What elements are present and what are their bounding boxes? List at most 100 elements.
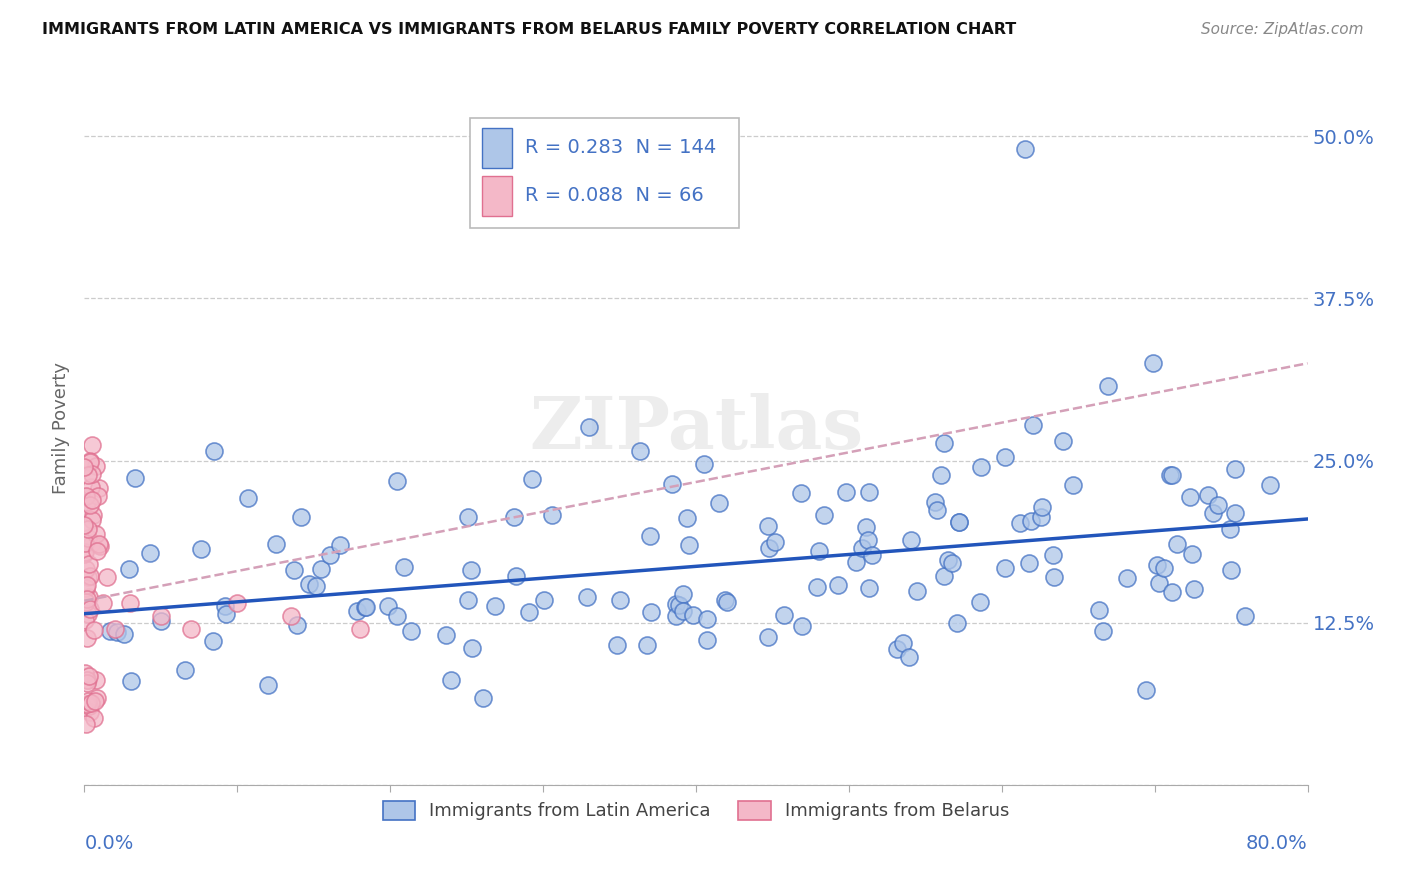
Point <box>266 537 288 551</box>
Point <box>970 460 993 475</box>
Point <box>124 471 146 485</box>
Point <box>1153 560 1175 574</box>
Point <box>399 624 422 639</box>
Point <box>924 495 946 509</box>
Point <box>139 546 162 560</box>
Point <box>835 485 858 500</box>
Point <box>1087 602 1109 616</box>
Point <box>283 563 305 577</box>
Point <box>319 548 342 562</box>
Point <box>75 594 97 608</box>
Point <box>120 674 142 689</box>
Point <box>434 628 457 642</box>
Y-axis label: Family Poverty: Family Poverty <box>52 362 70 494</box>
Point <box>898 649 921 664</box>
Point <box>329 538 352 552</box>
Point <box>79 706 101 720</box>
Point <box>609 593 631 607</box>
Point <box>77 607 100 621</box>
Point <box>533 592 555 607</box>
Point <box>709 496 731 510</box>
Point <box>1010 516 1032 531</box>
Point <box>80 480 103 494</box>
Point <box>77 673 100 688</box>
Point <box>173 663 195 677</box>
Point <box>1161 467 1184 482</box>
Point <box>1031 500 1053 514</box>
Point <box>309 562 332 576</box>
Point <box>77 522 100 536</box>
Point <box>86 544 108 558</box>
Point <box>827 578 849 592</box>
Point <box>1115 571 1137 585</box>
Point <box>790 619 813 633</box>
Point <box>77 693 100 707</box>
Point <box>76 578 98 592</box>
Point <box>79 602 101 616</box>
Point <box>84 526 107 541</box>
Point <box>756 630 779 644</box>
Point <box>79 499 101 513</box>
Point <box>925 503 948 517</box>
Point <box>790 486 813 500</box>
Point <box>1018 556 1040 570</box>
Point <box>638 529 661 543</box>
Point <box>1019 515 1042 529</box>
Point <box>1234 609 1257 624</box>
Point <box>994 561 1017 575</box>
Point <box>1225 462 1247 476</box>
Point <box>226 596 249 610</box>
Point <box>693 457 716 471</box>
Point <box>1092 624 1115 638</box>
Point <box>82 508 104 522</box>
Point <box>76 631 98 645</box>
Point <box>79 568 101 582</box>
Point <box>76 673 98 687</box>
Point <box>672 587 695 601</box>
Point <box>714 593 737 607</box>
Point <box>75 666 97 681</box>
Point <box>89 481 111 495</box>
Point <box>73 460 96 475</box>
Point <box>806 581 828 595</box>
Point <box>851 541 873 555</box>
Text: R = 0.088  N = 66: R = 0.088 N = 66 <box>524 186 703 205</box>
Point <box>540 508 562 522</box>
Point <box>80 513 103 527</box>
Point <box>773 608 796 623</box>
Point <box>457 509 479 524</box>
Point <box>77 669 100 683</box>
Legend: Immigrants from Latin America, Immigrants from Belarus: Immigrants from Latin America, Immigrant… <box>374 792 1018 830</box>
Point <box>862 548 884 562</box>
Point <box>298 577 321 591</box>
Point <box>76 676 98 690</box>
Point <box>1206 498 1229 512</box>
Point <box>640 606 662 620</box>
Point <box>73 545 96 559</box>
Point <box>696 633 718 648</box>
Point <box>1181 547 1204 561</box>
Point <box>946 616 969 631</box>
Point <box>845 555 868 569</box>
Point <box>77 558 100 572</box>
Point <box>1146 558 1168 572</box>
Point <box>813 508 835 522</box>
Point <box>807 544 830 558</box>
Point <box>118 562 141 576</box>
Point <box>934 436 956 450</box>
Point <box>80 467 103 481</box>
Point <box>107 624 129 639</box>
Point <box>1220 563 1243 577</box>
Point <box>460 564 482 578</box>
Point <box>79 453 101 467</box>
Point <box>668 598 690 612</box>
Point <box>190 541 212 556</box>
Point <box>578 420 600 434</box>
Point <box>1218 522 1240 536</box>
Point <box>83 711 105 725</box>
Point <box>672 604 695 618</box>
Point <box>484 599 506 614</box>
Point <box>502 510 524 524</box>
Point <box>1029 510 1052 524</box>
Point <box>1160 585 1182 599</box>
